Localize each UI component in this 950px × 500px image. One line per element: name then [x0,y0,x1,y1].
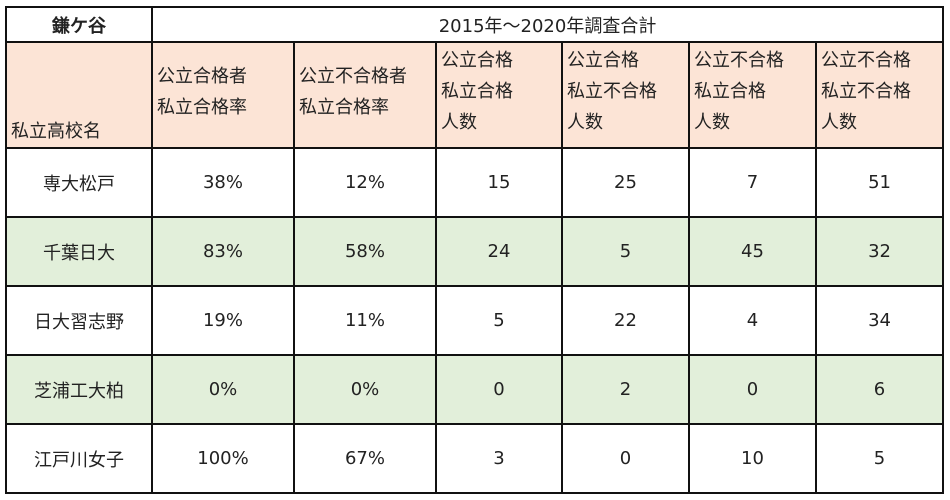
header-pass-pass-count: 公立合格 私立合格 人数 [435,41,563,149]
header-line: 公立不合格者 [299,66,407,87]
public-pass-private-rate: 100% [151,423,295,494]
header-line: 公立合格 [441,50,513,71]
header-line: 私立合格 [694,81,766,102]
public-pass-private-rate: 19% [151,285,295,356]
public-pass-private-rate: 38% [151,147,295,218]
pass-fail-count: 5 [561,216,690,287]
public-fail-private-rate: 0% [293,354,437,425]
header-line: 私立不合格 [567,81,657,102]
school-name: 専大松戸 [5,147,153,218]
public-fail-private-rate: 58% [293,216,437,287]
header-line: 人数 [567,112,603,133]
fail-pass-count: 45 [688,216,817,287]
table-row: 芝浦工大柏 0% 0% 0 2 0 6 [5,354,945,425]
header-line: 人数 [694,112,730,133]
fail-fail-count: 6 [814,354,945,425]
pass-fail-count: 0 [561,423,690,494]
period-label: 2015年～2020年調査合計 [150,6,945,43]
header-line: 私立合格率 [157,97,247,118]
fail-fail-count: 34 [814,285,945,356]
public-fail-private-rate: 12% [293,147,437,218]
title-row: 鎌ケ谷 2015年～2020年調査合計 [5,6,945,43]
results-table: 鎌ケ谷 2015年～2020年調査合計 私立高校名 公立合格者 私立合格率 公立… [5,6,945,494]
header-public-pass-private-rate: 公立合格者 私立合格率 [151,41,295,149]
pass-pass-count: 5 [435,285,563,356]
header-line: 公立合格 [567,50,639,71]
pass-pass-count: 24 [435,216,563,287]
pass-fail-count: 22 [561,285,690,356]
school-label: 鎌ケ谷 [5,6,153,43]
header-line: 私立合格 [441,81,513,102]
pass-pass-count: 3 [435,423,563,494]
header-line: 私立合格率 [299,97,389,118]
table-row: 千葉日大 83% 58% 24 5 45 32 [5,216,945,287]
header-fail-fail-count: 公立不合格 私立不合格 人数 [814,41,945,149]
public-pass-private-rate: 0% [151,354,295,425]
pass-pass-count: 15 [435,147,563,218]
header-line: 人数 [821,112,857,133]
school-name: 日大習志野 [5,285,153,356]
fail-pass-count: 7 [688,147,817,218]
table-row: 江戸川女子 100% 67% 3 0 10 5 [5,423,945,494]
header-line: 私立不合格 [821,81,911,102]
school-name: 千葉日大 [5,216,153,287]
fail-pass-count: 4 [688,285,817,356]
header-line: 公立合格者 [157,66,247,87]
table-row: 専大松戸 38% 12% 15 25 7 51 [5,147,945,218]
school-name: 江戸川女子 [5,423,153,494]
pass-fail-count: 2 [561,354,690,425]
table-row: 日大習志野 19% 11% 5 22 4 34 [5,285,945,356]
header-school-name: 私立高校名 [5,41,153,149]
pass-fail-count: 25 [561,147,690,218]
public-fail-private-rate: 67% [293,423,437,494]
header-pass-fail-count: 公立合格 私立不合格 人数 [561,41,690,149]
public-pass-private-rate: 83% [151,216,295,287]
header-line: 公立不合格 [821,50,911,71]
header-line: 人数 [441,112,477,133]
fail-fail-count: 51 [814,147,945,218]
header-row: 私立高校名 公立合格者 私立合格率 公立不合格者 私立合格率 公立合格 私立合格… [5,41,945,149]
header-fail-pass-count: 公立不合格 私立合格 人数 [688,41,817,149]
pass-pass-count: 0 [435,354,563,425]
fail-fail-count: 5 [814,423,945,494]
public-fail-private-rate: 11% [293,285,437,356]
fail-fail-count: 32 [814,216,945,287]
header-line: 公立不合格 [694,50,784,71]
fail-pass-count: 0 [688,354,817,425]
fail-pass-count: 10 [688,423,817,494]
header-public-fail-private-rate: 公立不合格者 私立合格率 [293,41,437,149]
school-name: 芝浦工大柏 [5,354,153,425]
